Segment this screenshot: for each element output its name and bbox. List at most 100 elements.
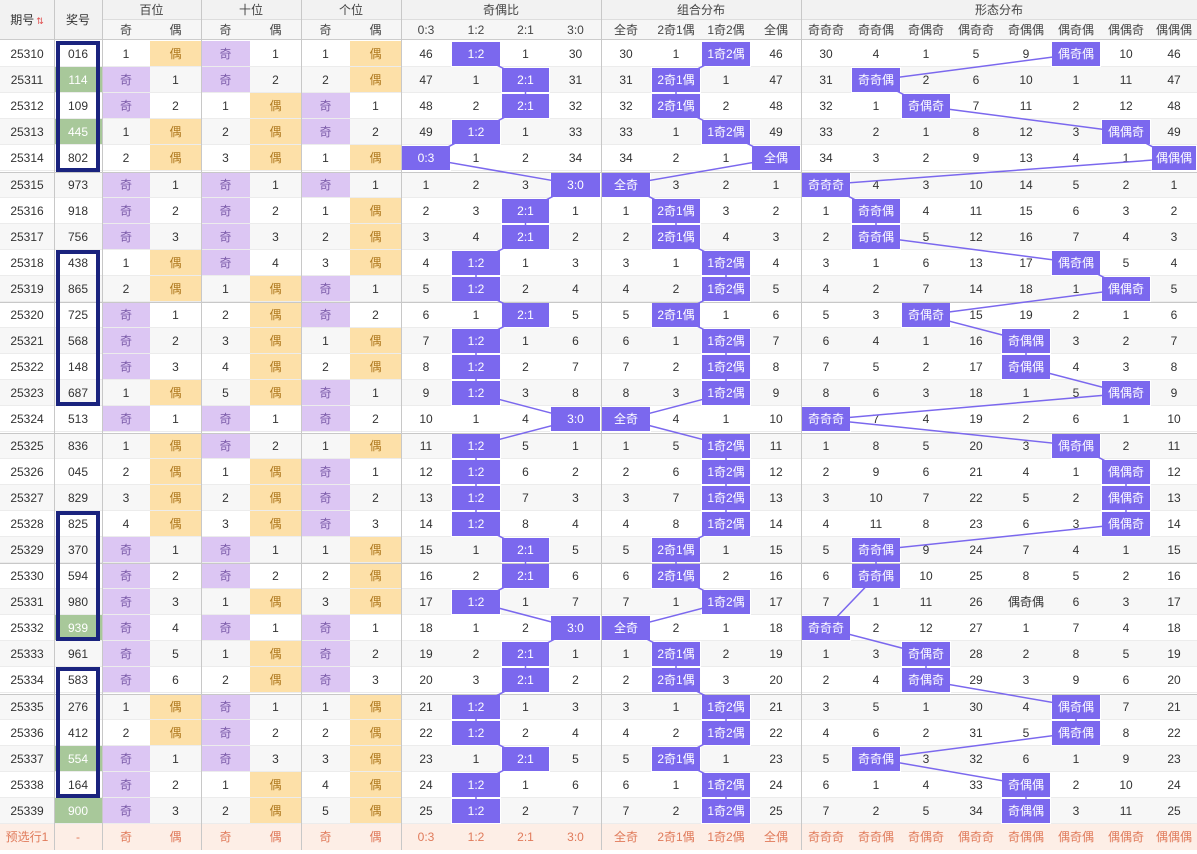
- count-cell: 12: [751, 459, 801, 485]
- digit-cell: 偶: [250, 484, 301, 511]
- hit-cell: 1奇2偶: [702, 511, 750, 536]
- digit-cell: 1: [301, 693, 350, 720]
- count-cell: 16: [1001, 223, 1051, 250]
- count-cell: 1: [501, 250, 550, 276]
- count-cell: 20: [1151, 667, 1197, 694]
- count-cell: 31: [601, 67, 651, 94]
- count-cell: 1: [451, 615, 501, 642]
- count-cell: 48: [401, 93, 451, 120]
- digit-cell: 奇: [301, 380, 350, 407]
- digit-cell: 1: [350, 615, 401, 642]
- predict-cell[interactable]: 0:3: [401, 824, 451, 851]
- sub-header: 全偶: [751, 20, 801, 40]
- issue-cell: 25320: [0, 302, 54, 329]
- sort-arrows-icon[interactable]: ⇅: [36, 16, 44, 26]
- hit-cell: 偶奇偶: [1052, 433, 1100, 458]
- count-cell: 5: [1101, 641, 1151, 668]
- count-cell: 2: [701, 563, 751, 590]
- count-cell: 5: [901, 223, 951, 250]
- hit-cell: 2:1: [502, 224, 549, 249]
- predict-cell[interactable]: 偶: [150, 824, 201, 851]
- predict-cell[interactable]: 偶奇偶: [1051, 824, 1101, 851]
- predict-cell[interactable]: 1奇2偶: [701, 824, 751, 851]
- group-separator: [0, 171, 1197, 173]
- digit-cell: 奇: [201, 171, 250, 198]
- predict-cell[interactable]: 偶偶偶: [1151, 824, 1197, 851]
- predict-cell[interactable]: 偶: [350, 824, 401, 851]
- predict-cell[interactable]: 偶奇奇: [951, 824, 1001, 851]
- digit-cell: 2: [150, 198, 201, 224]
- predict-cell[interactable]: 3:0: [550, 824, 601, 851]
- predict-cell[interactable]: 奇偶奇: [901, 824, 951, 851]
- count-cell: 1: [501, 119, 550, 146]
- predict-cell[interactable]: 奇奇偶: [851, 824, 901, 851]
- count-cell: 5: [801, 536, 851, 563]
- predict-cell[interactable]: 奇: [102, 824, 150, 851]
- count-cell: 7: [951, 93, 1001, 120]
- digit-cell: 1: [150, 406, 201, 433]
- hit-cell: 全偶: [752, 146, 800, 171]
- predict-cell[interactable]: 2:1: [501, 824, 550, 851]
- count-cell: 12: [401, 459, 451, 485]
- digit-cell: 奇: [201, 563, 250, 590]
- count-cell: 1: [1101, 536, 1151, 563]
- digit-cell: 3: [250, 223, 301, 250]
- digit-cell: 奇: [301, 302, 350, 329]
- hit-cell: 2奇1偶: [652, 537, 700, 562]
- predict-cell[interactable]: 全偶: [751, 824, 801, 851]
- hit-cell: 1奇2偶: [702, 459, 750, 484]
- count-cell: 14: [401, 511, 451, 537]
- count-cell: 2: [451, 563, 501, 590]
- digit-cell: 2: [250, 432, 301, 459]
- count-cell: 3: [801, 693, 851, 720]
- count-cell: 4: [601, 511, 651, 537]
- count-cell: 1: [501, 772, 550, 798]
- predict-cell[interactable]: 奇: [301, 824, 350, 851]
- count-cell: 32: [550, 93, 601, 120]
- count-cell: 3: [601, 250, 651, 276]
- count-cell: 2: [451, 641, 501, 668]
- issue-header[interactable]: 期号 ⇅: [0, 0, 54, 40]
- count-cell: 1: [1101, 406, 1151, 433]
- hit-cell: 1奇2偶: [702, 120, 750, 145]
- count-cell: 5: [1051, 563, 1101, 590]
- predict-cell[interactable]: 全奇: [601, 824, 651, 851]
- count-cell: 1: [451, 145, 501, 172]
- column-separator: [54, 0, 55, 851]
- count-cell: 2: [1051, 484, 1101, 511]
- count-cell: 6: [901, 250, 951, 276]
- count-cell: 2: [501, 354, 550, 381]
- count-cell: 6: [801, 328, 851, 355]
- issue-cell: 25327: [0, 484, 54, 511]
- digit-cell: 偶: [350, 771, 401, 798]
- predict-cell[interactable]: 奇偶偶: [1001, 824, 1051, 851]
- hit-cell: 奇偶奇: [902, 642, 950, 667]
- count-cell: 1: [701, 615, 751, 642]
- digit-cell: 偶: [250, 641, 301, 668]
- predict-cell[interactable]: 奇: [201, 824, 250, 851]
- count-cell: 6: [1051, 406, 1101, 433]
- count-cell: 34: [801, 145, 851, 172]
- digit-cell: 偶: [150, 719, 201, 746]
- count-cell: 27: [951, 615, 1001, 642]
- count-cell: 1: [550, 641, 601, 668]
- count-cell: 8: [1001, 563, 1051, 590]
- prize-number: 568: [54, 328, 102, 355]
- count-cell: 1: [1051, 275, 1101, 302]
- count-cell: 34: [550, 145, 601, 172]
- count-cell: 2: [451, 171, 501, 198]
- column-separator: [301, 0, 302, 851]
- predict-cell[interactable]: 偶: [250, 824, 301, 851]
- count-cell: 1: [601, 641, 651, 668]
- predict-cell[interactable]: 奇奇奇: [801, 824, 851, 851]
- predict-cell[interactable]: 2奇1偶: [651, 824, 701, 851]
- hit-cell: 2奇1偶: [652, 564, 700, 589]
- predict-cell[interactable]: 1:2: [451, 824, 501, 851]
- count-cell: 3: [851, 145, 901, 172]
- count-cell: 49: [401, 119, 451, 146]
- predict-cell[interactable]: 偶偶奇: [1101, 824, 1151, 851]
- count-cell: 18: [951, 380, 1001, 407]
- count-cell: 2: [901, 67, 951, 94]
- digit-cell: 1: [301, 432, 350, 459]
- count-cell: 5: [651, 432, 701, 459]
